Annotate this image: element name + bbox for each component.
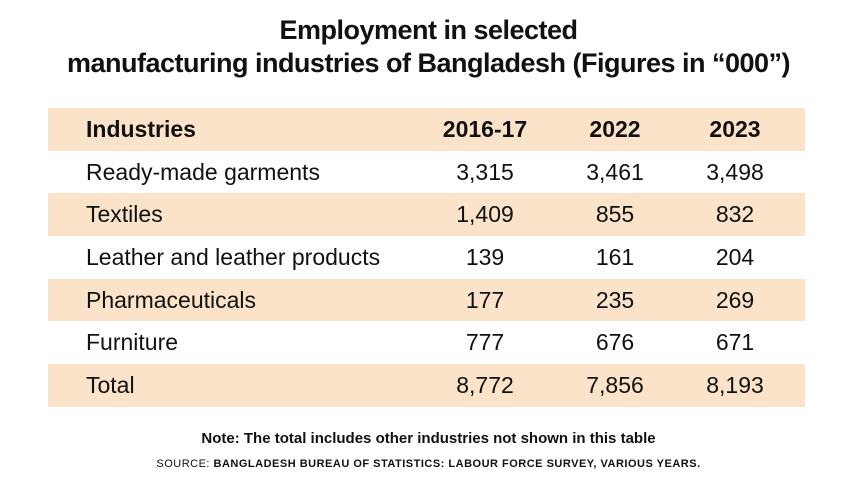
row-label: Total bbox=[86, 371, 135, 398]
source-label: SOURCE: bbox=[156, 458, 210, 470]
cell-2023: 3,498 bbox=[706, 158, 764, 185]
cell-2023: 671 bbox=[715, 329, 755, 356]
cell-2016-17: 777 bbox=[465, 329, 505, 356]
table-note: Note: The total includes other industrie… bbox=[201, 430, 656, 447]
row-label: Furniture bbox=[86, 329, 179, 356]
cell-2022: 676 bbox=[595, 329, 635, 356]
cell-2023: 8,193 bbox=[706, 371, 764, 398]
header-2022: 2022 bbox=[589, 115, 641, 142]
header-2016-17: 2016-17 bbox=[442, 115, 528, 142]
table-row: Pharmaceuticals 177 235 269 bbox=[48, 278, 805, 322]
table-row: Leather and leather products 139 161 204 bbox=[48, 236, 805, 279]
row-label: Textiles bbox=[86, 201, 163, 228]
cell-2022: 235 bbox=[595, 286, 635, 313]
header-row: Industries 2016-17 2022 2023 bbox=[48, 108, 805, 151]
row-label: Ready-made garments bbox=[86, 158, 320, 185]
source-text: BANGLADESH BUREAU OF STATISTICS: LABOUR … bbox=[213, 458, 701, 470]
row-label: Leather and leather products bbox=[86, 243, 381, 270]
table-row: Textiles 1,409 855 832 bbox=[48, 193, 805, 237]
cell-2016-17: 3,315 bbox=[456, 158, 514, 185]
source-line: SOURCE: BANGLADESH BUREAU OF STATISTICS:… bbox=[0, 458, 857, 470]
cell-2022: 161 bbox=[595, 243, 635, 270]
cell-2023: 269 bbox=[715, 286, 755, 313]
cell-2023: 204 bbox=[715, 243, 755, 270]
table-row: Ready-made garments 3,315 3,461 3,498 bbox=[48, 151, 805, 194]
cell-2016-17: 1,409 bbox=[456, 201, 514, 228]
table-row: Furniture 777 676 671 bbox=[48, 321, 805, 364]
cell-2016-17: 139 bbox=[465, 243, 505, 270]
chart-title: Employment in selected manufacturing ind… bbox=[0, 14, 857, 80]
title-line-1: Employment in selected bbox=[279, 15, 578, 45]
cell-2023: 832 bbox=[715, 201, 755, 228]
header-industries: Industries bbox=[86, 115, 196, 142]
row-label: Pharmaceuticals bbox=[86, 286, 257, 313]
cell-2022: 855 bbox=[595, 201, 635, 228]
total-row: Total 8,772 7,856 8,193 bbox=[48, 364, 805, 407]
cell-2022: 7,856 bbox=[586, 371, 644, 398]
employment-table: Industries 2016-17 2022 2023 Ready-made … bbox=[48, 108, 805, 407]
cell-2016-17: 8,772 bbox=[456, 371, 514, 398]
header-2023: 2023 bbox=[709, 115, 761, 142]
cell-2022: 3,461 bbox=[586, 158, 644, 185]
cell-2016-17: 177 bbox=[465, 286, 505, 313]
title-line-2: manufacturing industries of Bangladesh (… bbox=[66, 48, 791, 78]
